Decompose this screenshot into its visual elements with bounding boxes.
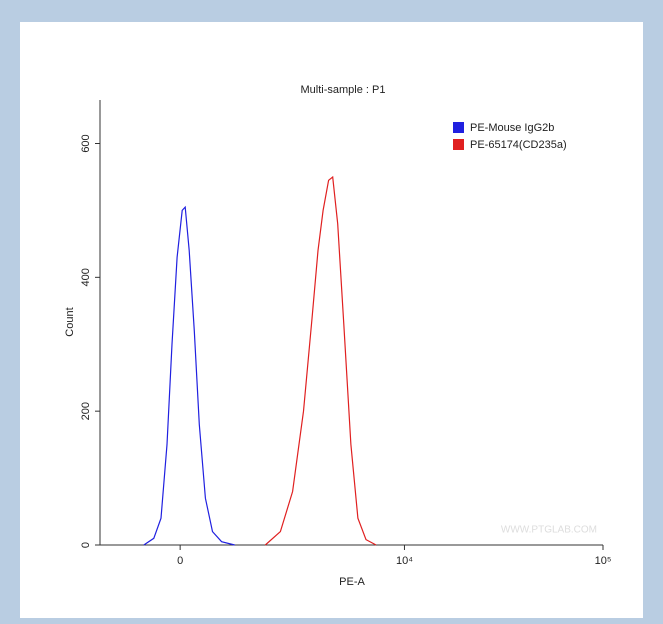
histogram-line bbox=[264, 175, 377, 546]
x-tick-label: 10⁵ bbox=[595, 555, 612, 567]
legend-label: PE-Mouse IgG2b bbox=[470, 122, 554, 134]
legend-swatch bbox=[453, 122, 464, 133]
x-axis-label: PE-A bbox=[339, 576, 365, 588]
plot-panel bbox=[20, 22, 643, 618]
y-tick-label: 600 bbox=[80, 134, 92, 152]
legend-swatch bbox=[453, 139, 464, 150]
y-tick-label: 400 bbox=[80, 268, 92, 286]
watermark: WWW.PTGLAB.COM bbox=[501, 525, 597, 536]
chart-title: Multi-sample : P1 bbox=[301, 84, 386, 96]
y-tick-label: 0 bbox=[80, 542, 92, 548]
y-tick-label: 200 bbox=[80, 402, 92, 420]
y-axis-label: Count bbox=[64, 307, 76, 336]
legend-label: PE-65174(CD235a) bbox=[470, 139, 567, 151]
histogram-line bbox=[143, 205, 235, 546]
x-tick-label: 10⁴ bbox=[396, 555, 413, 567]
x-tick-label: 0 bbox=[177, 555, 183, 567]
